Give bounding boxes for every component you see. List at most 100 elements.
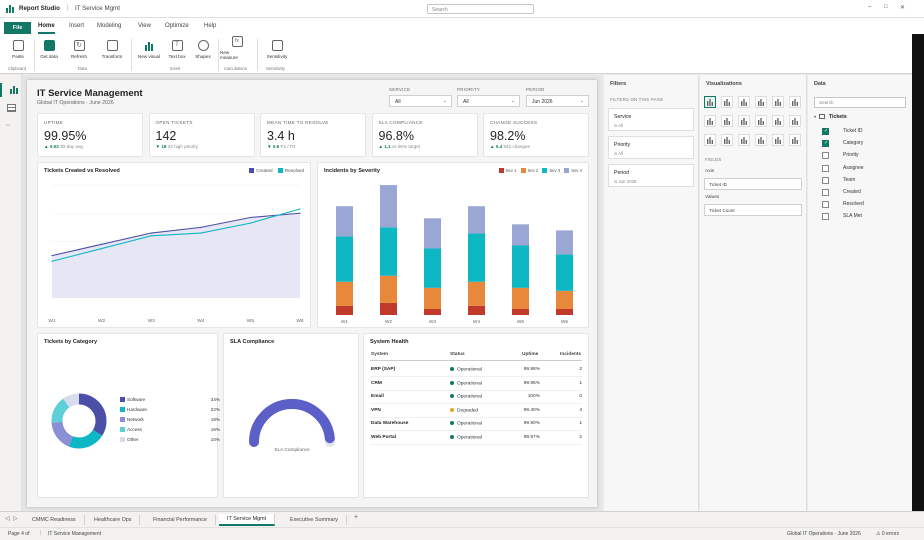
tab-file[interactable]: File	[4, 22, 31, 34]
data-search-input[interactable]: Search	[814, 97, 906, 108]
field-checkbox[interactable]: ✓	[822, 140, 829, 148]
table-row[interactable]: VPN Degraded 99.40% 4	[364, 405, 590, 418]
sheet-tab[interactable]: Executive Summary	[282, 515, 347, 525]
sheet-tab[interactable]: CMMC Readiness	[24, 515, 85, 525]
vertical-scrollbar[interactable]	[912, 34, 924, 511]
new-visual-button[interactable]: New visual	[132, 40, 166, 59]
visual-type-icon[interactable]	[704, 96, 716, 108]
get-data-button[interactable]: Get data	[32, 40, 66, 59]
prev-page-icon[interactable]: ◁	[5, 516, 10, 522]
minimize-button[interactable]: –	[868, 4, 872, 10]
sheet-tab[interactable]: Financial Performance	[145, 515, 216, 525]
field-item[interactable]: Assignee	[808, 164, 912, 174]
visual-type-icon[interactable]	[789, 96, 801, 108]
filter-service[interactable]: Service is All	[608, 108, 694, 131]
field-checkbox[interactable]: ✓	[822, 128, 829, 135]
donut-chart-card[interactable]: Tickets by Category Software 34% Hardwar…	[37, 333, 220, 498]
filter-priority[interactable]: Priority is All	[608, 136, 694, 159]
table-view-icon[interactable]	[7, 104, 16, 112]
new-measure-button[interactable]: fx New measure	[220, 36, 254, 60]
field-checkbox[interactable]	[822, 164, 829, 172]
paste-button[interactable]: Paste	[1, 40, 35, 59]
table-row[interactable]: Web Portal Operational 99.97% 2	[364, 432, 590, 445]
tab-view[interactable]: View	[138, 23, 151, 29]
slicer-priority[interactable]: All ⌄	[457, 95, 520, 107]
field-item[interactable]: SLA Met	[808, 212, 912, 222]
status-scope: Global IT Operations · June 2026	[787, 531, 861, 537]
visual-type-icon[interactable]	[738, 115, 750, 127]
axis-well[interactable]: Ticket ID	[704, 178, 802, 190]
kpi-card[interactable]: MEAN TIME TO RESOLVE 3.4 h ▼ 0.6 P1 / P2	[260, 113, 366, 157]
visual-type-icon[interactable]	[755, 134, 767, 146]
shapes-button[interactable]: Shapes	[186, 40, 220, 59]
kpi-card[interactable]: UPTIME 99.95% ▲ 0.02 30-day avg	[37, 113, 143, 157]
group-calculations: Calculations	[224, 66, 247, 71]
visual-type-icon[interactable]	[789, 134, 801, 146]
refresh-button[interactable]: ↻ Refresh	[62, 40, 96, 59]
bar-chart-card[interactable]: Incidents by Severity Sev 1 Sev 2 Sev 3 …	[317, 162, 589, 328]
tab-help[interactable]: Help	[204, 23, 217, 29]
visual-type-icon[interactable]	[789, 115, 801, 127]
kpi-card[interactable]: CHANGE SUCCESS 98.2% ▲ 0.4 542 changes	[483, 113, 589, 157]
next-page-icon[interactable]: ▷	[13, 516, 18, 522]
field-checkbox[interactable]	[822, 201, 829, 209]
values-well[interactable]: Ticket Count	[704, 204, 802, 216]
field-item[interactable]: ✓ Category	[808, 139, 912, 149]
visual-type-icon[interactable]	[738, 134, 750, 146]
visual-type-icon[interactable]	[755, 115, 767, 127]
field-item[interactable]: Team	[808, 176, 912, 186]
visual-type-icon[interactable]	[721, 115, 733, 127]
visual-type-icon[interactable]	[704, 134, 716, 146]
add-page-icon[interactable]: +	[354, 514, 359, 521]
slicer-period[interactable]: Jun 2026 ⌄	[526, 95, 589, 107]
visual-type-icon[interactable]	[704, 115, 716, 127]
visual-type-icon[interactable]	[755, 96, 767, 108]
kpi-note: P1 / P2	[280, 144, 296, 149]
tab-optimize[interactable]: Optimize	[165, 23, 189, 29]
field-item[interactable]: Created	[808, 188, 912, 198]
close-window-button[interactable]: ✕	[900, 5, 906, 11]
global-search-input[interactable]: Search	[427, 4, 534, 14]
field-checkbox[interactable]	[822, 152, 829, 160]
visual-type-icon[interactable]	[738, 96, 750, 108]
field-item[interactable]: Priority	[808, 151, 912, 161]
legend-sev3: Sev 3	[549, 168, 561, 173]
visual-type-icon[interactable]	[772, 115, 784, 127]
table-row[interactable]: Data Warehouse Operational 99.90% 1	[364, 418, 590, 431]
visual-type-icon[interactable]	[772, 134, 784, 146]
transform-button[interactable]: Transform	[95, 40, 129, 59]
visual-type-icon[interactable]	[721, 134, 733, 146]
table-row[interactable]: Email Operational 100% 0	[364, 391, 590, 404]
filter-period[interactable]: Period is Jun 2026	[608, 164, 694, 187]
model-view-icon[interactable]: ◦◦	[6, 123, 11, 129]
table-row[interactable]: CRM Operational 99.95% 1	[364, 378, 590, 391]
field-checkbox[interactable]	[822, 213, 829, 221]
field-checkbox[interactable]	[822, 189, 829, 196]
visual-type-icon[interactable]	[721, 96, 733, 108]
data-point	[249, 216, 251, 219]
line-chart-card[interactable]: Tickets Created vs Resolved Created Reso…	[37, 162, 311, 328]
field-checkbox[interactable]	[822, 176, 829, 184]
sensitivity-button[interactable]: Sensitivity	[260, 40, 294, 59]
field-name: Category	[843, 140, 864, 147]
sheet-tab[interactable]: IT Service Mgmt	[219, 514, 276, 526]
table-row[interactable]: ERP (SAP) Operational 99.98% 2	[364, 364, 590, 377]
tab-home[interactable]: Home	[38, 23, 55, 34]
tab-insert[interactable]: Insert	[69, 23, 85, 29]
text-box-button[interactable]: T Text box	[160, 40, 194, 59]
kpi-card[interactable]: OPEN TICKETS 142 ▼ 18 23 high priority	[148, 113, 255, 157]
gauge-card[interactable]: SLA Compliance SLA Compliance	[223, 333, 359, 498]
sheet-tab[interactable]: Healthcare Ops	[86, 515, 141, 525]
kpi-card[interactable]: SLA COMPLIANCE 96.8% ▲ 1.1 vs 95% target	[371, 113, 478, 157]
system-health-card[interactable]: System Health System Status Uptime Incid…	[363, 333, 589, 498]
kpi-delta-row: ▼ 18 23 high priority	[156, 144, 198, 149]
bar-segment-sev2	[424, 287, 441, 309]
field-item[interactable]: ✓ Ticket ID	[808, 127, 912, 137]
slicer-service[interactable]: All ⌄	[389, 95, 452, 107]
field-item[interactable]: Resolved	[808, 200, 912, 210]
report-view-icon[interactable]	[0, 83, 22, 97]
tab-modeling[interactable]: Modeling	[97, 23, 122, 29]
maximize-button[interactable]: □	[884, 4, 888, 10]
visual-type-icon[interactable]	[772, 96, 784, 108]
table-tickets[interactable]: ▾ Tickets	[814, 114, 847, 120]
